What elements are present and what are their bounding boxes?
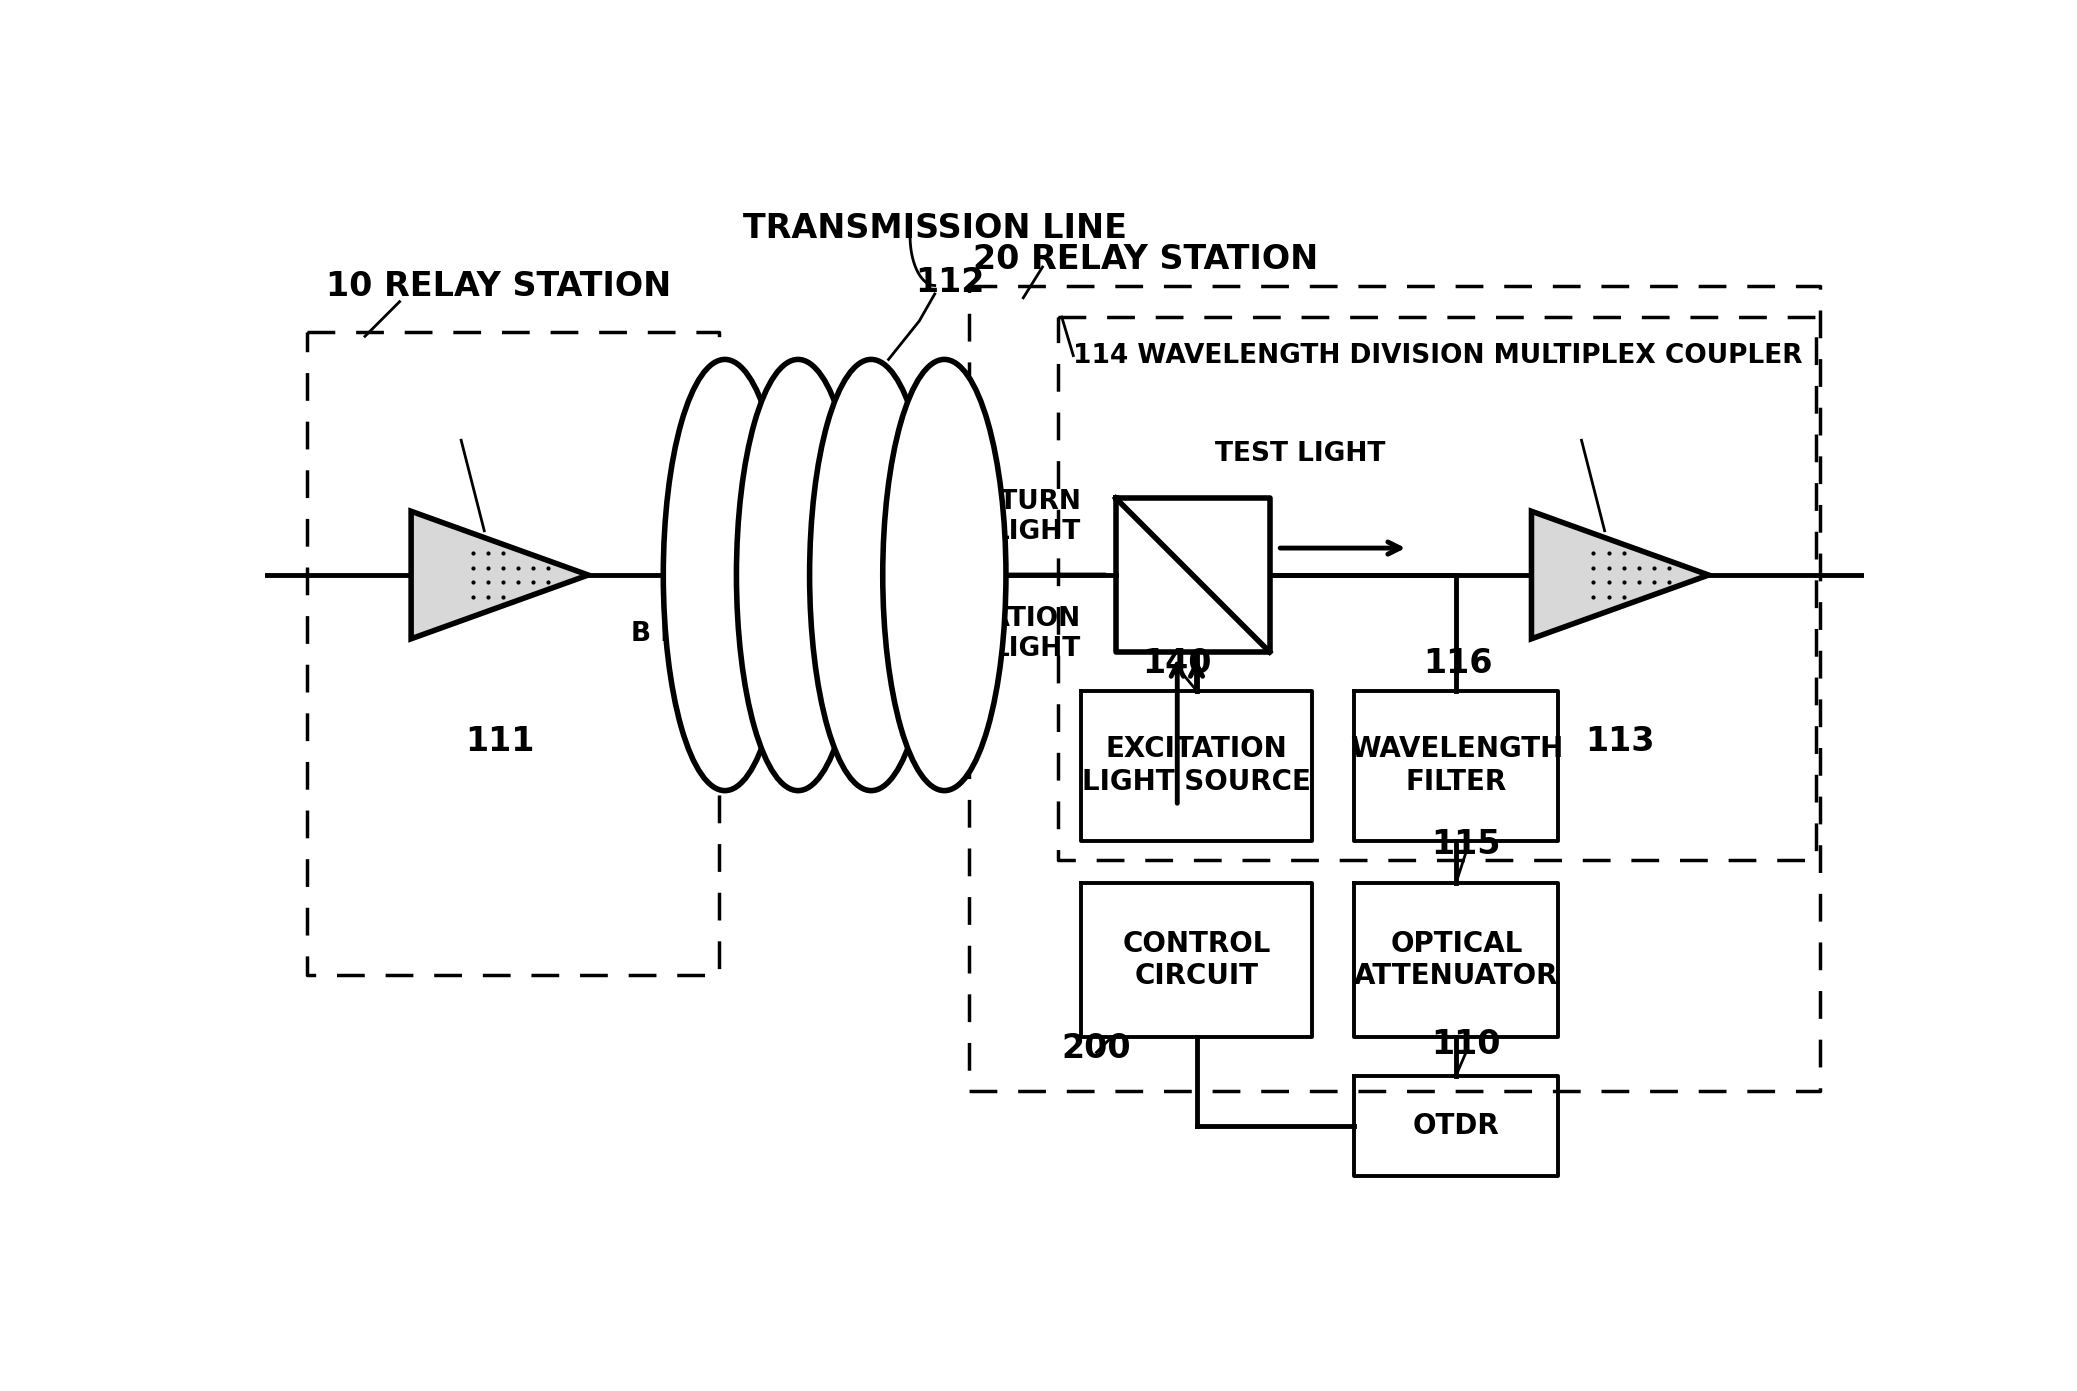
Text: TEST LIGHT: TEST LIGHT — [1215, 441, 1385, 467]
Text: RETURN
LIGHT: RETURN LIGHT — [962, 490, 1080, 545]
Text: OPTICAL
ATTENUATOR: OPTICAL ATTENUATOR — [1354, 929, 1558, 990]
Text: EXCITATION
LIGHT: EXCITATION LIGHT — [908, 606, 1080, 662]
Ellipse shape — [737, 359, 860, 790]
Text: 115: 115 — [1431, 828, 1502, 861]
Text: 116: 116 — [1423, 647, 1493, 680]
Text: 10 RELAY STATION: 10 RELAY STATION — [326, 270, 671, 303]
Text: 110: 110 — [1431, 1028, 1502, 1061]
Text: 114 WAVELENGTH DIVISION MULTIPLEX COUPLER: 114 WAVELENGTH DIVISION MULTIPLEX COUPLE… — [1074, 342, 1803, 369]
Text: 140: 140 — [1142, 647, 1213, 680]
Ellipse shape — [810, 359, 933, 790]
Text: 112: 112 — [916, 266, 984, 299]
Ellipse shape — [663, 359, 787, 790]
Polygon shape — [411, 512, 588, 638]
Text: TRANSMISSION LINE: TRANSMISSION LINE — [744, 211, 1126, 245]
Text: WAVELENGTH
FILTER: WAVELENGTH FILTER — [1350, 736, 1564, 796]
Text: 20 RELAY STATION: 20 RELAY STATION — [974, 243, 1319, 275]
Text: 200: 200 — [1061, 1032, 1132, 1066]
Polygon shape — [1531, 512, 1709, 638]
Text: CONTROL
CIRCUIT: CONTROL CIRCUIT — [1122, 929, 1271, 990]
Text: EXCITATION
LIGHT SOURCE: EXCITATION LIGHT SOURCE — [1082, 736, 1311, 796]
Text: B END: B END — [631, 622, 723, 647]
Text: 111: 111 — [465, 725, 534, 758]
Ellipse shape — [883, 359, 1005, 790]
Text: OTDR: OTDR — [1412, 1111, 1500, 1139]
Text: A END: A END — [901, 622, 993, 647]
Text: 113: 113 — [1585, 725, 1655, 758]
